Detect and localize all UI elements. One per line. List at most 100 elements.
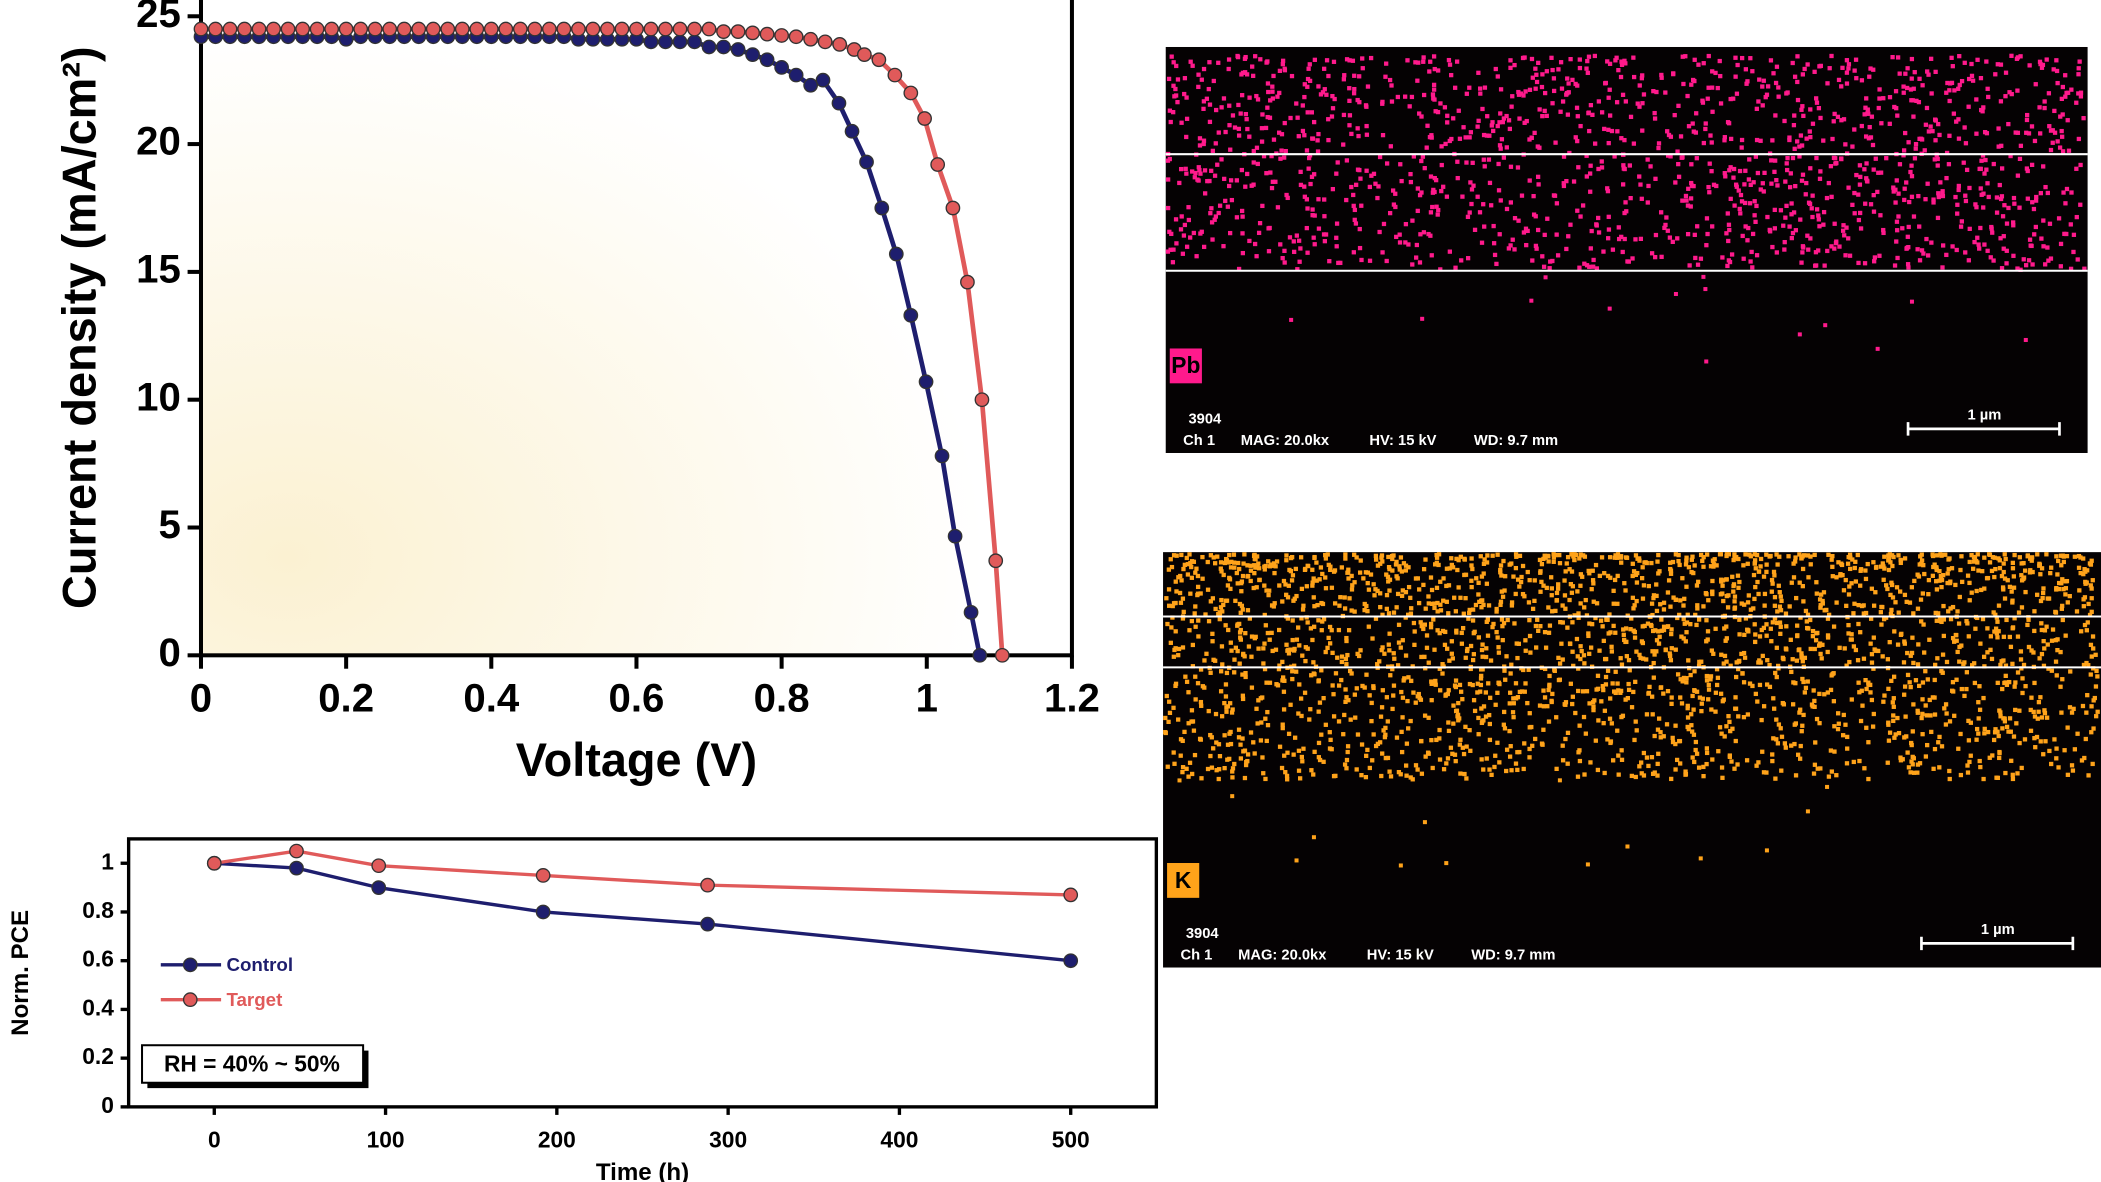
eds-dot [1805, 233, 1810, 238]
eds-dot [1786, 554, 1791, 559]
eds-dot [1231, 552, 1237, 557]
eds-dot [1631, 141, 1637, 146]
eds-dot [1742, 200, 1748, 206]
eds-dot [1587, 651, 1592, 656]
plot-frame [126, 837, 1159, 1109]
eds-dot [1541, 704, 1546, 709]
eds-dot [1319, 732, 1324, 737]
eds-dot [1329, 114, 1335, 119]
eds-dot [1732, 203, 1737, 208]
eds-dot [1542, 232, 1547, 238]
eds-dot [1558, 60, 1564, 65]
eds-dot [1242, 552, 1247, 557]
eds-dot [1328, 737, 1333, 743]
eds-dot [1194, 566, 1199, 571]
eds-dot [1951, 689, 1956, 694]
eds-dot [1975, 552, 1980, 557]
eds-dot [1585, 862, 1590, 867]
eds-dot [1859, 78, 1865, 83]
eds-dot [1758, 187, 1763, 192]
eds-dot [1770, 244, 1775, 250]
eds-dot [2089, 558, 2094, 563]
eds-dot [1725, 605, 1731, 610]
eds-dot [1814, 96, 1819, 101]
eds-dot [1616, 753, 1621, 758]
eds-dot [1441, 767, 1447, 772]
eds-dot [1755, 170, 1761, 176]
eds-dot [1818, 651, 1823, 657]
eds-dot [1653, 232, 1659, 238]
eds-dot [2008, 153, 2013, 159]
eds-dot [1736, 585, 1741, 590]
eds-dot [2044, 57, 2049, 62]
eds-dot [1578, 601, 1583, 606]
eds-dot [1886, 686, 1891, 691]
eds-dot [2040, 596, 2045, 601]
eds-dot [1601, 721, 1606, 726]
eds-dot [1671, 595, 1676, 600]
eds-dot [1177, 590, 1183, 596]
eds-dot [1949, 566, 1955, 571]
data-point [856, 47, 872, 62]
eds-dot [1400, 715, 1405, 720]
eds-dot [1304, 584, 1309, 589]
eds-dot [1706, 184, 1711, 190]
eds-dot [1700, 558, 1705, 564]
eds-dot [1184, 679, 1190, 684]
eds-dot [2078, 90, 2084, 95]
eds-dot [1395, 591, 1401, 597]
eds-dot [1917, 224, 1922, 229]
eds-dot [2082, 567, 2087, 572]
eds-dot [1566, 234, 1571, 239]
eds-dot [1479, 605, 1484, 610]
eds-dot [1753, 639, 1758, 645]
eds-dot [1774, 250, 1779, 255]
eds-dot [1743, 552, 1748, 557]
eds-dot [1264, 60, 1269, 65]
eds-dot [1421, 230, 1427, 235]
eds-dot [1507, 728, 1512, 734]
eds-dot [1759, 627, 1764, 633]
eds-dot [1655, 727, 1661, 732]
eds-dot [1200, 684, 1206, 689]
eds-dot [1988, 634, 1994, 639]
eds-dot [1554, 201, 1560, 206]
eds-dot [1633, 679, 1638, 684]
eds-dot [2038, 191, 2043, 196]
eds-dot [1500, 594, 1506, 599]
data-point [974, 392, 990, 408]
eds-dot [1863, 610, 1869, 616]
eds-dot [1258, 57, 1263, 62]
eds-dot [1521, 667, 1526, 673]
eds-dot [1537, 703, 1543, 708]
eds-dot [1746, 628, 1751, 633]
eds-dot [1366, 624, 1371, 629]
eds-dot [1302, 194, 1307, 199]
eds-dot [1872, 255, 1878, 260]
eds-dot [1355, 651, 1360, 657]
eds-dot [1575, 774, 1581, 779]
eds-dot [1729, 759, 1734, 764]
eds-dot [1200, 554, 1205, 560]
data-point [411, 21, 427, 37]
eds-dot [1822, 608, 1827, 613]
eds-dot [1741, 256, 1746, 261]
x-tick-label: 1 [916, 675, 938, 720]
eds-dot [1720, 255, 1725, 260]
eds-dot [1753, 584, 1758, 590]
eds-dot [1800, 250, 1805, 255]
eds-dot [1950, 244, 1955, 249]
eds-dot [1184, 95, 1189, 100]
eds-dot [1782, 247, 1787, 252]
eds-dot [1775, 183, 1780, 188]
eds-dot [1951, 111, 1956, 116]
eds-dot [1686, 124, 1692, 129]
eds-dot [1825, 81, 1830, 86]
eds-dot [2069, 710, 2075, 715]
eds-dot [1993, 566, 1998, 572]
data-point [658, 21, 673, 37]
eds-dot [1700, 100, 1706, 105]
eds-dot [1234, 178, 1239, 183]
eds-dot [1965, 621, 1970, 626]
eds-dot [1941, 573, 1946, 578]
